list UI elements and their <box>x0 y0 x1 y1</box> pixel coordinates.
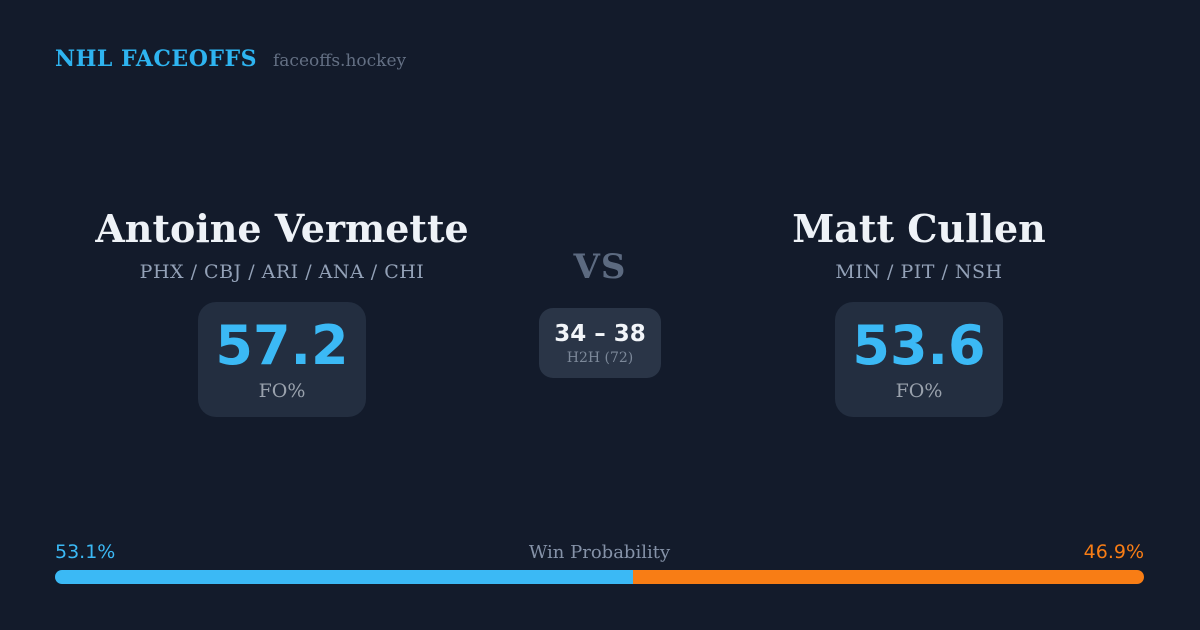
stat-value: 53.6 <box>852 313 986 377</box>
right-probability-label: 46.9% <box>1083 541 1144 563</box>
stat-label: FO% <box>895 379 943 402</box>
vs-label: VS <box>573 247 627 287</box>
player-column-left: Antoine Vermette PHX / CBJ / ARI / ANA /… <box>42 206 522 417</box>
header: NHL FACEOFFS faceoffs.hockey <box>55 46 406 72</box>
h2h-sample-label: H2H (72) <box>566 349 634 366</box>
win-probability-labels: 53.1% Win Probability 46.9% <box>55 541 1144 565</box>
stat-card: 57.2 FO% <box>198 302 366 417</box>
player-teams: PHX / CBJ / ARI / ANA / CHI <box>139 261 425 283</box>
player-name: Antoine Vermette <box>95 206 469 251</box>
player-teams: MIN / PIT / NSH <box>835 261 1003 283</box>
stat-label: FO% <box>258 379 306 402</box>
site-domain: faceoffs.hockey <box>273 51 407 71</box>
h2h-card: 34 – 38 H2H (72) <box>539 308 661 378</box>
player-column-right: Matt Cullen MIN / PIT / NSH 53.6 FO% <box>679 206 1159 417</box>
stat-card: 53.6 FO% <box>835 302 1003 417</box>
stat-value: 57.2 <box>215 313 349 377</box>
player-name: Matt Cullen <box>792 206 1046 251</box>
win-probability-title: Win Probability <box>528 542 671 563</box>
brand-logo: NHL FACEOFFS <box>55 46 257 72</box>
win-probability-bar <box>55 570 1144 584</box>
win-probability-bar-right <box>633 570 1144 584</box>
h2h-score: 34 – 38 <box>554 320 646 347</box>
win-probability-bar-left <box>55 570 634 584</box>
center-column: VS 34 – 38 H2H (72) <box>539 250 661 378</box>
left-probability-label: 53.1% <box>55 541 116 563</box>
